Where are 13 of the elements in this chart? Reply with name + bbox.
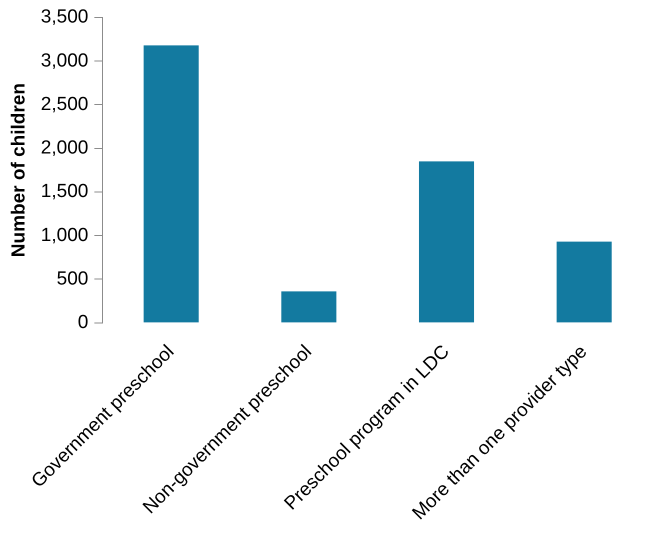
y-tick-label: 2,500 bbox=[40, 94, 88, 115]
y-tick-label: 1,500 bbox=[40, 181, 88, 202]
y-tick-label: 3,500 bbox=[40, 6, 88, 28]
bar bbox=[418, 161, 474, 322]
bar bbox=[556, 242, 612, 322]
y-tick-label: 1,000 bbox=[40, 224, 88, 246]
bar bbox=[144, 45, 199, 322]
y-tick-label: 0 bbox=[78, 312, 88, 334]
y-tick-label: 500 bbox=[56, 268, 88, 290]
y-tick-label: 3,000 bbox=[40, 50, 88, 72]
y-axis-title: Number of children bbox=[8, 83, 30, 258]
y-tick-label: 2,000 bbox=[40, 138, 88, 159]
bar bbox=[281, 291, 336, 322]
